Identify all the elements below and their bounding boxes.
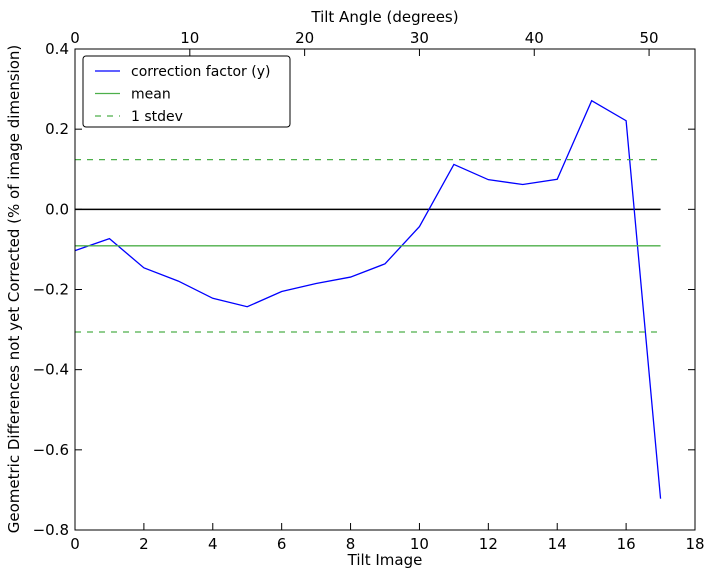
- axis-ticks: [74, 48, 696, 531]
- y-tick-label: −0.2: [33, 281, 69, 299]
- y-tick-label: 0.0: [45, 200, 69, 218]
- top-x-tick-label: 50: [640, 29, 659, 47]
- top-x-tick-label: 40: [525, 29, 544, 47]
- x-tick-label: 0: [70, 535, 80, 553]
- y-tick-label: −0.6: [33, 441, 69, 459]
- x-tick-label: 12: [479, 535, 498, 553]
- x-tick-label: 6: [277, 535, 287, 553]
- top-x-tick-label: 10: [180, 29, 199, 47]
- top-x-tick-label: 30: [410, 29, 429, 47]
- x-tick-label: 4: [208, 535, 218, 553]
- legend-label-mean: mean: [131, 87, 171, 103]
- top-x-tick-label: 20: [295, 29, 314, 47]
- legend-label-1-stdev: 1 stdev: [131, 109, 183, 125]
- top-x-axis-title: Tilt Angle (degrees): [310, 8, 458, 26]
- x-tick-label: 2: [139, 535, 149, 553]
- top-x-tick-label: 0: [70, 29, 80, 47]
- series-lines: [74, 99, 662, 499]
- legend-box: [82, 55, 291, 128]
- y-axis-title: Geometric Differences not yet Corrected …: [5, 45, 23, 534]
- y-tick-label: −0.8: [33, 521, 69, 539]
- x-tick-label: 14: [548, 535, 567, 553]
- x-tick-label: 18: [685, 535, 704, 553]
- x-axis-title: Tilt Image: [347, 551, 423, 569]
- x-tick-label: 10: [410, 535, 429, 553]
- y-tick-label: −0.4: [33, 361, 69, 379]
- x-tick-label: 8: [346, 535, 356, 553]
- legend-label-correction-factor-y: correction factor (y): [131, 64, 270, 80]
- tick-labels: 0 2 4 6 8 10 12 14 16 18 0 10 20 30 40 50 0.4 0.2 0.0 −0.2 −…: [33, 29, 705, 553]
- series-line-correction-factor-y: [74, 99, 662, 499]
- x-tick-label: 16: [617, 535, 636, 553]
- legend: correction factor (y) mean 1 stdev: [82, 55, 291, 128]
- y-tick-label: 0.2: [45, 120, 69, 138]
- y-tick-label: 0.4: [45, 40, 69, 58]
